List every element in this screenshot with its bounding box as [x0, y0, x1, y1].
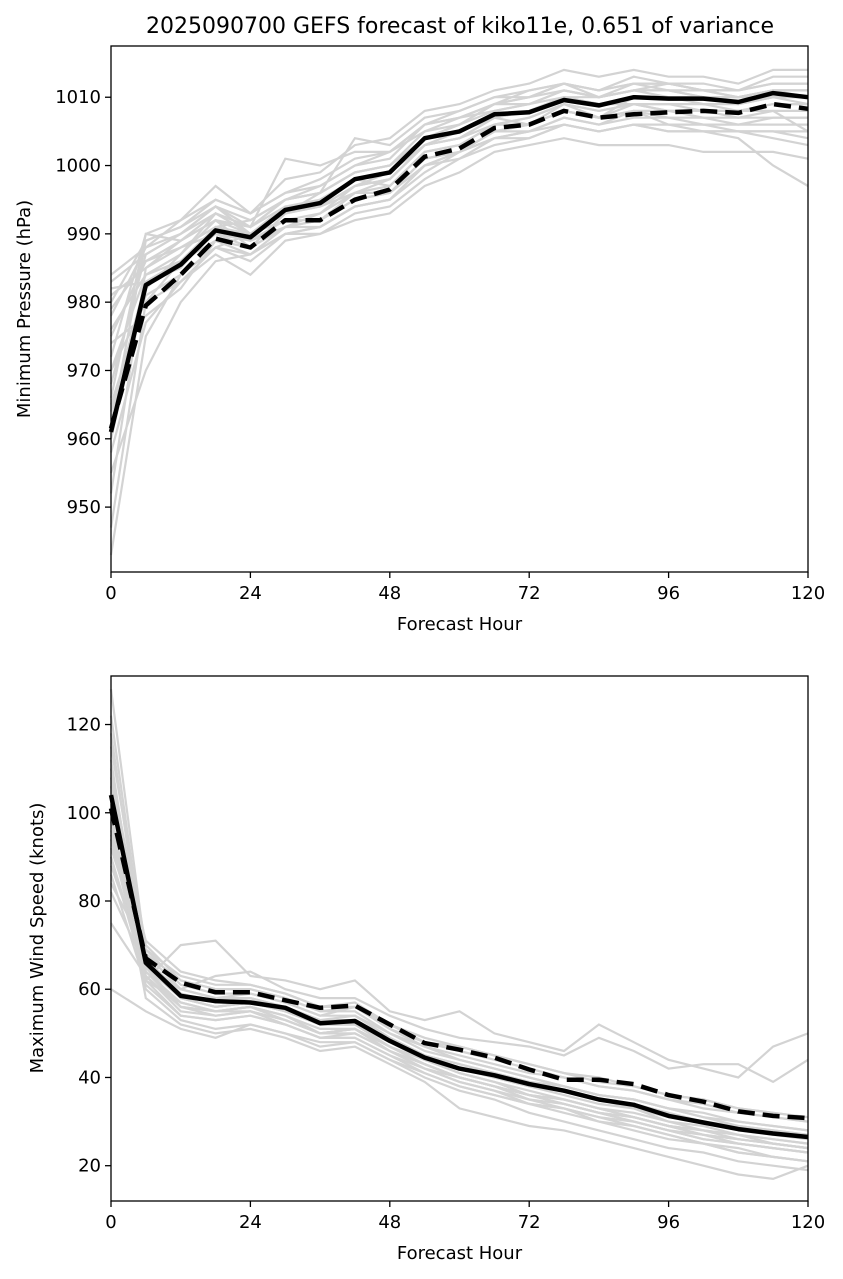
wind-y-axis-label: Maximum Wind Speed (knots) — [27, 803, 48, 1074]
wind-y-ticks: 20 40 60 80 100 120 — [67, 715, 111, 1177]
wind-y-tick-label: 80 — [78, 891, 101, 912]
pressure-x-tick-label: 120 — [791, 583, 825, 604]
wind-axes-frame — [110, 675, 809, 1202]
wind-mean-dashed-line — [108, 807, 809, 1121]
wind-member-line-25 — [109, 834, 809, 1084]
wind-y-tick-label: 100 — [67, 803, 101, 824]
pressure-x-tick-label: 48 — [378, 583, 401, 604]
pressure-mean-dashed-line — [108, 101, 809, 430]
wind-y-tick-label: 40 — [78, 1067, 101, 1088]
pressure-x-tick-label: 0 — [105, 583, 116, 604]
pressure-axes-frame — [110, 45, 809, 573]
pressure-y-axis-label: Minimum Pressure (hPa) — [14, 200, 35, 418]
wind-mean-solid-line — [108, 794, 809, 1140]
wind-y-tick-label: 120 — [67, 715, 101, 736]
wind-y-tick-label: 60 — [78, 979, 101, 1000]
pressure-y-ticks: 950 960 970 980 990 1000 1010 — [55, 87, 111, 518]
pressure-mean-solid-line — [108, 90, 809, 433]
pressure-member-line-23 — [109, 109, 809, 405]
wind-x-tick-label: 96 — [657, 1212, 680, 1233]
wind-x-tick-label: 72 — [518, 1212, 541, 1233]
wind-member-line-24 — [109, 812, 809, 1181]
pressure-y-tick-label: 980 — [67, 292, 101, 313]
wind-member-line-22 — [110, 988, 809, 1154]
wind-x-tick-label: 0 — [105, 1212, 116, 1233]
pressure-x-tick-label: 24 — [239, 583, 262, 604]
pressure-chart: 0 24 48 72 96 120 950 960 970 980 990 1000 1010 For… — [14, 45, 825, 635]
pressure-y-tick-label: 960 — [67, 429, 101, 450]
wind-member-line-11 — [109, 812, 809, 1172]
wind-member-line-9 — [109, 794, 809, 1163]
pressure-y-tick-label: 1000 — [55, 156, 101, 177]
pressure-y-tick-label: 990 — [67, 224, 101, 245]
wind-x-tick-label: 24 — [239, 1212, 262, 1233]
wind-y-tick-label: 20 — [78, 1156, 101, 1177]
figure-title: 2025090700 GEFS forecast of kiko11e, 0.6… — [146, 14, 774, 39]
pressure-x-ticks: 0 24 48 72 96 120 — [105, 572, 825, 604]
pressure-member-line-22 — [109, 137, 809, 371]
pressure-y-tick-label: 1010 — [55, 87, 101, 108]
wind-member-line-20 — [110, 891, 809, 1145]
wind-chart: 0 24 48 72 96 120 20 40 60 80 100 120 Forecast Hou… — [27, 675, 825, 1264]
pressure-member-line-19 — [110, 109, 808, 290]
wind-x-tick-label: 48 — [378, 1212, 401, 1233]
pressure-y-tick-label: 970 — [67, 360, 101, 381]
wind-member-line-13 — [109, 830, 809, 1132]
pressure-x-axis-label: Forecast Hour — [397, 614, 523, 635]
pressure-x-tick-label: 72 — [518, 583, 541, 604]
pressure-x-tick-label: 96 — [657, 583, 680, 604]
wind-member-line-21 — [110, 922, 809, 1150]
pressure-y-tick-label: 950 — [67, 497, 101, 518]
pressure-member-line-17 — [110, 89, 808, 303]
wind-x-axis-label: Forecast Hour — [397, 1243, 523, 1264]
pressure-member-line-24 — [110, 82, 809, 337]
wind-x-tick-label: 120 — [791, 1212, 825, 1233]
wind-x-ticks: 0 24 48 72 96 120 — [105, 1201, 825, 1233]
